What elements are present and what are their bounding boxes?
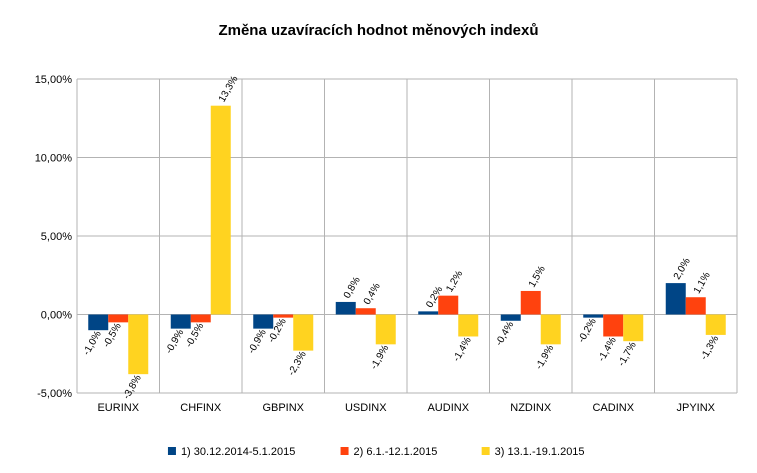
data-label: -0,4%: [494, 320, 517, 348]
bar: [293, 314, 314, 351]
data-label: -1,3%: [699, 334, 722, 362]
axes: -5,00% 0,00% 5,00% 10,00% 15,00% EURINX CHFINX…: [35, 74, 716, 414]
bar: [108, 314, 129, 323]
data-label: -1,4%: [451, 335, 474, 363]
data-label: -3,8%: [121, 373, 144, 401]
legend-swatch: [481, 447, 490, 455]
data-label: -2,3%: [286, 350, 309, 378]
bar: [685, 297, 706, 315]
chart-title: Změna uzavíracích hodnot měnových indexů: [218, 22, 539, 39]
data-label: 1,1%: [692, 270, 713, 295]
legend-label: 2) 6.1.-12.1.2015: [354, 446, 438, 458]
data-label: 2,0%: [672, 256, 693, 281]
legend-label: 1) 30.12.2014-5.1.2015: [181, 446, 295, 458]
legend-swatch: [167, 447, 176, 455]
bar: [705, 314, 726, 335]
bar: [190, 314, 211, 323]
bar: [335, 301, 356, 315]
data-label: -1,7%: [616, 340, 639, 368]
legend-swatch: [340, 447, 349, 455]
x-tick-label: AUDINX: [427, 402, 469, 414]
bar: [500, 314, 521, 321]
data-label: -1,0%: [81, 329, 104, 357]
data-label: -1,4%: [596, 335, 619, 363]
bar: [253, 314, 274, 329]
data-label: 1,2%: [444, 269, 465, 294]
x-tick-label: NZDINX: [510, 402, 552, 414]
bar: [273, 314, 294, 318]
bar: [603, 314, 624, 337]
data-label: -0,2%: [576, 317, 599, 345]
bar: [540, 314, 561, 345]
bar: [210, 105, 231, 315]
data-label: -1,9%: [534, 343, 557, 371]
gridlines: [76, 78, 738, 394]
x-tick-label: EURINX: [97, 402, 139, 414]
bar: [88, 314, 109, 331]
bar: [418, 311, 439, 315]
data-label: -0,9%: [246, 328, 269, 356]
bars: [88, 105, 726, 375]
y-tick-label: -5,00%: [37, 388, 72, 400]
bar: [520, 290, 541, 315]
bar: [170, 314, 191, 329]
x-tick-label: CHFINX: [180, 402, 222, 414]
x-tick-label: JPYINX: [676, 402, 715, 414]
data-label: -1,9%: [369, 343, 392, 371]
bar: [583, 314, 604, 318]
y-tick-label: 15,00%: [35, 74, 73, 86]
bar: [438, 295, 459, 315]
data-label: 1,5%: [527, 264, 548, 289]
y-tick-label: 0,00%: [41, 310, 72, 322]
data-labels: -1,0% -0,9% -0,9%0,8% 0,2%-0,4% -0,2%2,0%-0,…: [81, 74, 721, 401]
bar: [623, 314, 644, 342]
bar: [665, 283, 686, 315]
data-label: 0,4%: [362, 281, 383, 306]
bar: [355, 308, 376, 315]
y-tick-label: 10,00%: [35, 153, 73, 165]
x-tick-label: GBPINX: [262, 402, 304, 414]
bar: [458, 314, 479, 337]
data-label: -0,9%: [164, 328, 187, 356]
data-label: 0,8%: [342, 275, 363, 300]
y-tick-label: 5,00%: [41, 231, 72, 243]
legend-label: 3) 13.1.-19.1.2015: [495, 446, 585, 458]
bar: [375, 314, 396, 345]
bar: [128, 314, 149, 375]
legend: 1) 30.12.2014-5.1.2015 2) 6.1.-12.1.2015 3…: [167, 446, 585, 458]
x-tick-label: USDINX: [345, 402, 387, 414]
x-tick-label: CADINX: [592, 402, 634, 414]
